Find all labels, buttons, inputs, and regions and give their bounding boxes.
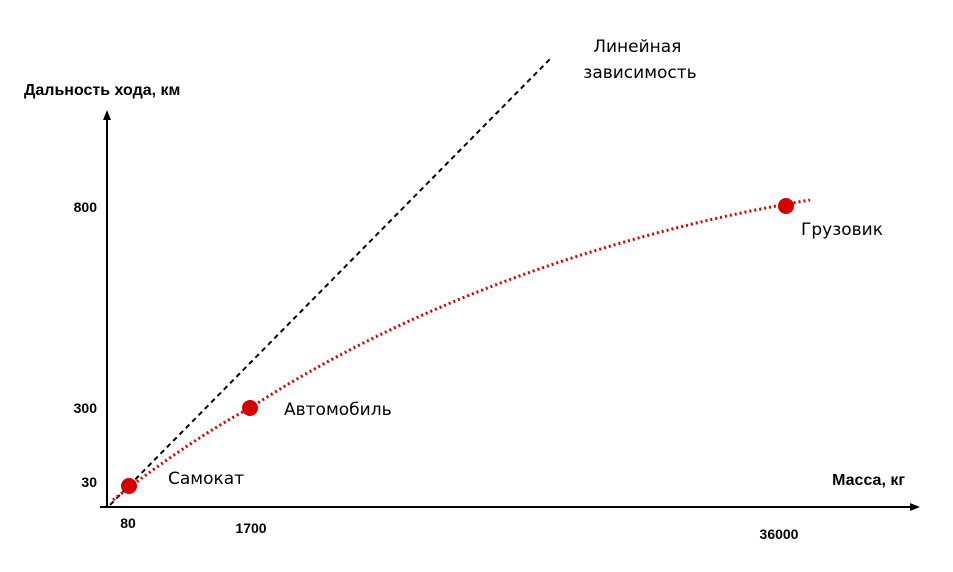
point-label-scooter: Самокат xyxy=(168,469,244,489)
reference-line-label-line-1: Линейная xyxy=(593,37,681,57)
reference-line-label-line-2: зависимость xyxy=(583,63,696,83)
data-point-truck xyxy=(778,198,794,214)
linear-reference-line xyxy=(109,56,553,506)
y-axis-label: Дальность хода, км xyxy=(24,82,180,99)
y-tick-label: 30 xyxy=(81,474,97,490)
x-tick-label: 1700 xyxy=(235,520,266,536)
data-point-car xyxy=(242,400,258,416)
data-point-scooter xyxy=(121,478,137,494)
x-tick-label: 36000 xyxy=(760,526,799,542)
y-tick-label: 800 xyxy=(74,199,98,215)
y-tick-label: 300 xyxy=(74,400,98,416)
reference-line-label: Линейная зависимость xyxy=(583,37,696,83)
point-label-truck: Грузовик xyxy=(801,220,883,240)
x-tick-label: 80 xyxy=(120,515,136,531)
x-axis-label: Масса, кг xyxy=(832,472,905,489)
point-label-car: Автомобиль xyxy=(284,400,392,420)
trend-curve xyxy=(112,198,811,502)
